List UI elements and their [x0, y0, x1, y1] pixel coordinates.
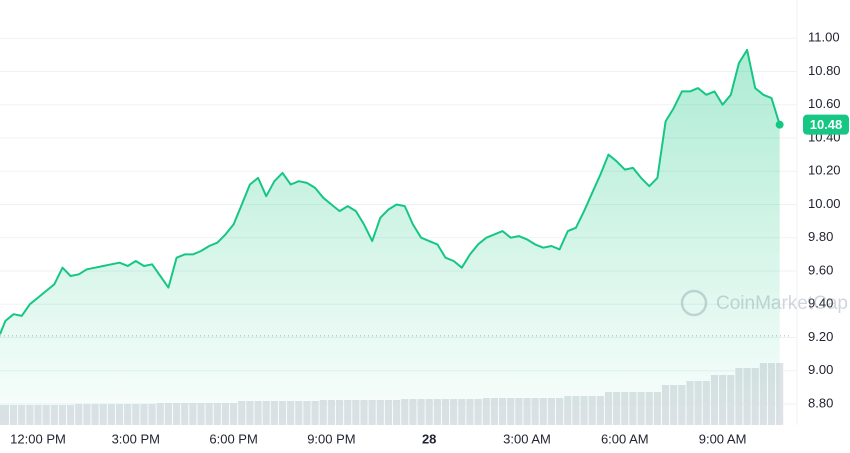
x-tick-label: 6:00 AM: [601, 431, 649, 446]
price-badge: [803, 114, 849, 135]
x-tick-label: 12:00 PM: [10, 431, 66, 446]
x-tick-label: 3:00 AM: [503, 431, 551, 446]
x-tick-label: 6:00 PM: [209, 431, 257, 446]
y-tick-label: 9.20: [808, 329, 833, 344]
y-tick-label: 9.60: [808, 262, 833, 277]
y-tick-label: 9.40: [808, 296, 833, 311]
y-tick-label: 10.80: [808, 63, 841, 78]
y-tick-label: 8.80: [808, 395, 833, 410]
price-badge-label: 10.48: [810, 117, 843, 132]
y-tick-label: 11.00: [808, 30, 840, 45]
y-tick-label: 9.80: [808, 229, 833, 244]
x-tick-label: 9:00 PM: [307, 431, 355, 446]
x-tick-label: 28: [422, 431, 436, 446]
last-point: [775, 120, 784, 129]
x-tick-label: 9:00 AM: [699, 431, 747, 446]
area: [0, 49, 780, 426]
y-tick-label: 10.60: [808, 96, 841, 111]
line: [0, 48, 781, 335]
x-tick-label: 3:00 PM: [112, 431, 160, 446]
y-tick-label: 9.00: [808, 362, 833, 377]
y-tick-label: 10.20: [808, 163, 841, 178]
y-tick-label: 10.00: [808, 196, 841, 211]
